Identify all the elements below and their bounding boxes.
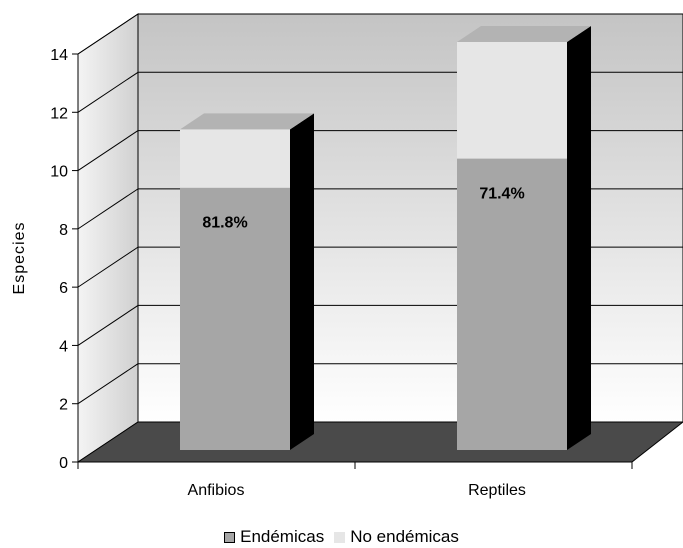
gridline-side [77, 188, 139, 230]
legend-item-endemicas: Endémicas [224, 527, 324, 547]
bar-top-anfibios [180, 113, 314, 130]
bar-reptiles-seg-1 [457, 42, 567, 159]
x-category-label: Anfibios [188, 482, 245, 499]
legend-item-no-endemicas: No endémicas [334, 527, 459, 547]
bar-anfibios-seg-1 [180, 129, 290, 188]
gridline-side [77, 13, 139, 55]
y-tick-label: 12 [50, 105, 68, 122]
plot-walls [76, 13, 683, 463]
axes: 0 2 4 6 8 10 12 14 Especies [11, 47, 633, 472]
legend: Endémicas No endémicas [0, 526, 683, 548]
labels: 81.8% Anfibios 71.4% Reptiles [188, 186, 526, 499]
y-tick-label: 14 [50, 47, 68, 64]
y-tick-label: 10 [50, 164, 68, 181]
bar-top-reptiles [457, 26, 591, 42]
gridline-side [77, 305, 139, 346]
y-tick-label: 4 [59, 338, 68, 355]
gridline-side [77, 246, 139, 288]
bar-side-anfibios [290, 113, 314, 450]
legend-swatch-endemicas [224, 531, 236, 543]
legend-swatch-no-endemicas [334, 531, 346, 543]
data-label-anfibios: 81.8% [202, 215, 247, 232]
bar-reptiles-seg-0 [457, 158, 567, 451]
legend-label-endemicas: Endémicas [240, 527, 325, 546]
gridline-side [77, 71, 139, 113]
floor [76, 421, 683, 463]
side-wall [77, 13, 139, 463]
gridline-side [77, 363, 139, 405]
y-axis-label: Especies [11, 222, 28, 295]
bars [180, 26, 591, 451]
bar-anfibios-seg-0 [180, 187, 290, 450]
y-tick-label: 6 [59, 280, 68, 297]
y-tick-label: 0 [59, 455, 68, 472]
x-category-label: Reptiles [468, 482, 526, 499]
data-label-reptiles: 71.4% [479, 186, 524, 203]
bar-side-reptiles [567, 26, 591, 450]
legend-label-no-endemicas: No endémicas [350, 527, 459, 546]
y-tick-label: 8 [59, 222, 68, 239]
gridline-side [77, 130, 139, 171]
y-tick-label: 2 [59, 397, 68, 414]
